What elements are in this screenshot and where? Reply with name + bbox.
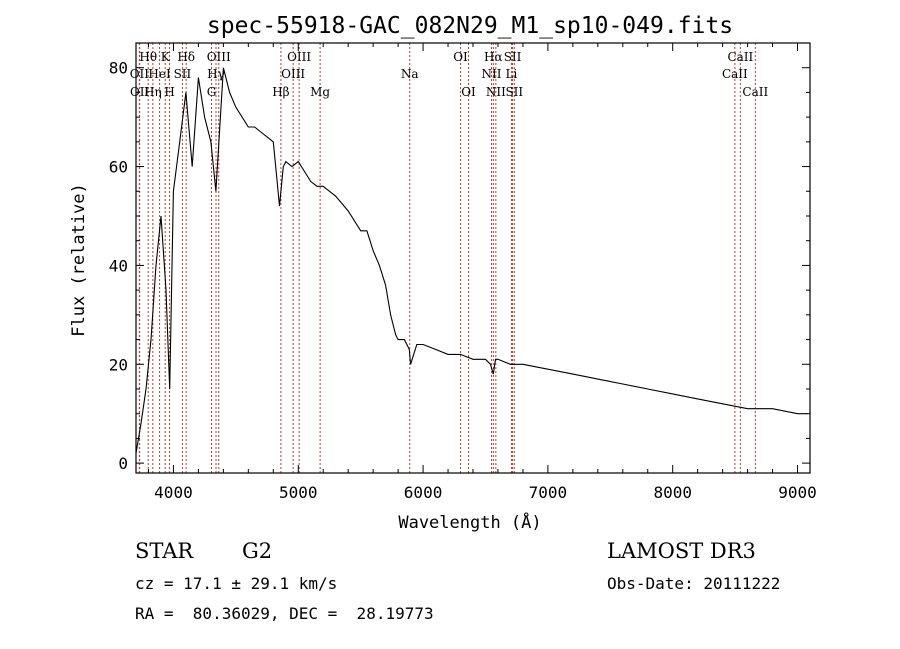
y-axis-label: Flux (relative) <box>69 183 89 337</box>
line-label: NII <box>481 67 501 81</box>
line-label: OII <box>130 67 150 81</box>
line-label: OI <box>461 85 476 99</box>
plot-frame <box>135 42 811 474</box>
line-label: Na <box>401 67 419 81</box>
object-class: STAR <box>135 539 194 563</box>
line-label: HeI <box>148 67 171 81</box>
y-tick-label: 80 <box>109 59 128 78</box>
x-tick-label: 4000 <box>154 483 193 502</box>
line-label: H <box>164 85 174 99</box>
line-label: CaII <box>727 50 753 64</box>
redshift-readout: cz = 17.1 ± 29.1 km/s <box>135 574 338 593</box>
line-label: Hα <box>484 50 503 64</box>
line-label: SII <box>174 67 192 81</box>
emission-line-markers <box>138 43 756 473</box>
line-label: OIII <box>207 50 231 64</box>
line-label: OIII <box>281 67 305 81</box>
line-label: Mg <box>310 85 330 99</box>
axis-ticks: 4000 5000 6000 7000 8000 9000 0 20 40 60 80 <box>109 43 817 502</box>
line-label: NII <box>486 85 506 99</box>
x-tick-label: 7000 <box>529 483 568 502</box>
line-label: Li <box>506 67 518 81</box>
coordinates-readout: RA = 80.36029, DEC = 28.19773 <box>135 604 434 623</box>
line-label: Hδ <box>177 50 195 64</box>
line-label: OI <box>453 50 468 64</box>
y-tick-label: 40 <box>109 256 128 275</box>
line-label: Hβ <box>272 85 289 99</box>
line-label: Hη <box>144 85 162 99</box>
line-label: Hγ <box>207 67 225 81</box>
line-label: OII <box>130 85 150 99</box>
x-tick-label: 8000 <box>653 483 692 502</box>
line-label: SII <box>504 50 522 64</box>
observation-date: Obs-Date: 20111222 <box>607 574 781 593</box>
line-label: CaII <box>722 67 748 81</box>
line-label: K <box>161 50 171 64</box>
y-tick-label: 20 <box>109 355 128 374</box>
line-label: OIII <box>287 50 311 64</box>
x-tick-label: 9000 <box>778 483 817 502</box>
y-tick-label: 0 <box>118 454 128 473</box>
survey-name: LAMOST DR3 <box>607 539 756 563</box>
spectrum-series <box>135 67 808 454</box>
object-subclass: G2 <box>242 539 273 563</box>
x-axis-label: Wavelength (Å) <box>398 511 541 533</box>
chart-title: spec-55918-GAC_082N29_M1_sp10-049.fits <box>207 13 733 39</box>
x-tick-label: 5000 <box>279 483 318 502</box>
line-label: CaII <box>742 85 768 99</box>
line-label: Hθ <box>139 50 157 64</box>
line-label: SII <box>505 85 523 99</box>
x-tick-label: 6000 <box>404 483 443 502</box>
line-label: G <box>207 85 217 99</box>
y-tick-label: 60 <box>109 158 128 177</box>
spectrum-line <box>135 67 808 454</box>
